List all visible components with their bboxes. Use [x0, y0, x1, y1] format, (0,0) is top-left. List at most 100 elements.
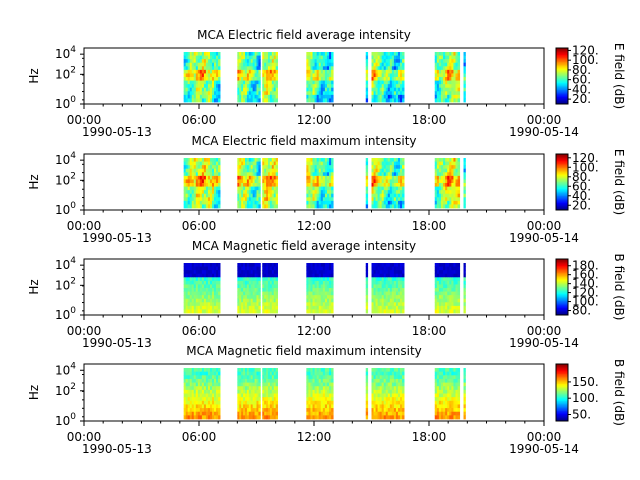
- heatmap-cell: [438, 200, 442, 205]
- colorbar-swatch: [556, 184, 568, 187]
- heatmap-cell: [371, 94, 374, 99]
- heatmap-cell: [248, 277, 252, 282]
- heatmap-cell: [306, 305, 309, 310]
- heatmap-cell: [191, 309, 195, 314]
- heatmap-cell: [463, 193, 466, 198]
- heatmap-cell: [331, 80, 334, 85]
- heatmap-cell: [275, 280, 278, 285]
- heatmap-cell: [440, 295, 444, 300]
- heatmap-cell: [258, 404, 261, 409]
- heatmap-cell: [326, 368, 330, 373]
- colorbar-swatch: [556, 76, 568, 78]
- heatmap-cell: [451, 400, 454, 405]
- heatmap-cell: [191, 408, 195, 413]
- heatmap-cell: [455, 62, 458, 67]
- heatmap-cell: [239, 168, 242, 173]
- heatmap-cell: [218, 59, 221, 64]
- heatmap-cell: [389, 277, 393, 282]
- heatmap-cell: [400, 161, 403, 166]
- heatmap-cell: [306, 87, 309, 92]
- heatmap-cell: [377, 186, 381, 191]
- heatmap-cell: [248, 183, 252, 187]
- heatmap-cell: [320, 400, 324, 405]
- heatmap-cell: [375, 197, 379, 202]
- heatmap-cell: [389, 309, 393, 314]
- heatmap-cell: [457, 200, 461, 205]
- heatmap-cell: [205, 172, 209, 177]
- heatmap-cell: [397, 186, 401, 191]
- heatmap-cell: [385, 77, 389, 81]
- heatmap-cell: [254, 179, 257, 184]
- heatmap-cell: [264, 183, 267, 187]
- heatmap-cell: [195, 62, 199, 67]
- heatmap-cell: [365, 386, 369, 391]
- heatmap-cell: [455, 280, 458, 285]
- heatmap-cell: [237, 288, 240, 292]
- heatmap-cell: [193, 66, 197, 71]
- heatmap-cell: [379, 161, 383, 166]
- heatmap-cell: [371, 197, 374, 202]
- heatmap-cell: [318, 175, 322, 180]
- heatmap-cell: [436, 288, 440, 292]
- heatmap-cell: [316, 200, 320, 205]
- heatmap-cell: [191, 69, 195, 74]
- heatmap-cell: [379, 295, 383, 300]
- heatmap-cell: [243, 73, 246, 78]
- heatmap-cell: [379, 59, 383, 64]
- heatmap-cell: [383, 411, 387, 416]
- colorbar-swatch: [556, 162, 568, 165]
- heatmap-cell: [207, 175, 211, 180]
- heatmap-cell: [320, 298, 324, 303]
- heatmap-cell: [312, 161, 315, 166]
- heatmap-cell: [209, 161, 213, 166]
- heatmap-cell: [371, 91, 374, 96]
- heatmap-cell: [268, 389, 271, 394]
- x-tick-label: 00:00: [527, 430, 562, 444]
- heatmap-cell: [203, 277, 207, 282]
- data-segment: [434, 158, 461, 209]
- heatmap-cell: [438, 158, 442, 162]
- heatmap-cell: [377, 270, 381, 275]
- heatmap-cell: [393, 52, 397, 56]
- heatmap-cell: [379, 309, 383, 314]
- panel-4: MCA Magnetic field maximum intensityHz10…: [27, 344, 626, 456]
- heatmap-cell: [201, 411, 205, 416]
- heatmap-cell: [389, 375, 393, 380]
- heatmap-cell: [397, 371, 401, 376]
- heatmap-cell: [248, 168, 252, 173]
- heatmap-cell: [322, 87, 326, 92]
- heatmap-cell: [314, 183, 318, 187]
- heatmap-cell: [324, 415, 328, 420]
- heatmap-cell: [436, 52, 440, 56]
- colorbar-frame: [555, 258, 569, 316]
- heatmap-cell: [400, 91, 403, 96]
- colorbar-swatch: [556, 266, 568, 268]
- heatmap-cell: [245, 69, 248, 74]
- colorbar-swatch: [556, 412, 568, 415]
- heatmap-cell: [326, 172, 330, 177]
- heatmap-cell: [205, 165, 209, 170]
- heatmap-cell: [199, 375, 203, 380]
- heatmap-cell: [443, 295, 446, 300]
- heatmap-cell: [237, 66, 240, 71]
- heatmap-cell: [237, 87, 240, 92]
- heatmap-cell: [201, 62, 205, 67]
- heatmap-cell: [266, 415, 269, 420]
- heatmap-cell: [189, 98, 193, 103]
- heatmap-cell: [218, 168, 221, 173]
- heatmap-cell: [306, 193, 309, 198]
- heatmap-cell: [377, 55, 381, 60]
- heatmap-cell: [379, 291, 383, 296]
- heatmap-cell: [373, 84, 376, 89]
- heatmap-cell: [443, 55, 446, 60]
- heatmap-cell: [381, 302, 385, 307]
- heatmap-cell: [314, 302, 318, 307]
- heatmap-cell: [214, 158, 217, 162]
- colorbar-swatch: [556, 83, 568, 85]
- heatmap-cell: [434, 158, 438, 162]
- heatmap-cell: [457, 186, 461, 191]
- heatmap-cell: [241, 266, 244, 271]
- heatmap-cell: [463, 371, 466, 376]
- heatmap-cell: [209, 295, 213, 300]
- heatmap-cell: [453, 59, 456, 64]
